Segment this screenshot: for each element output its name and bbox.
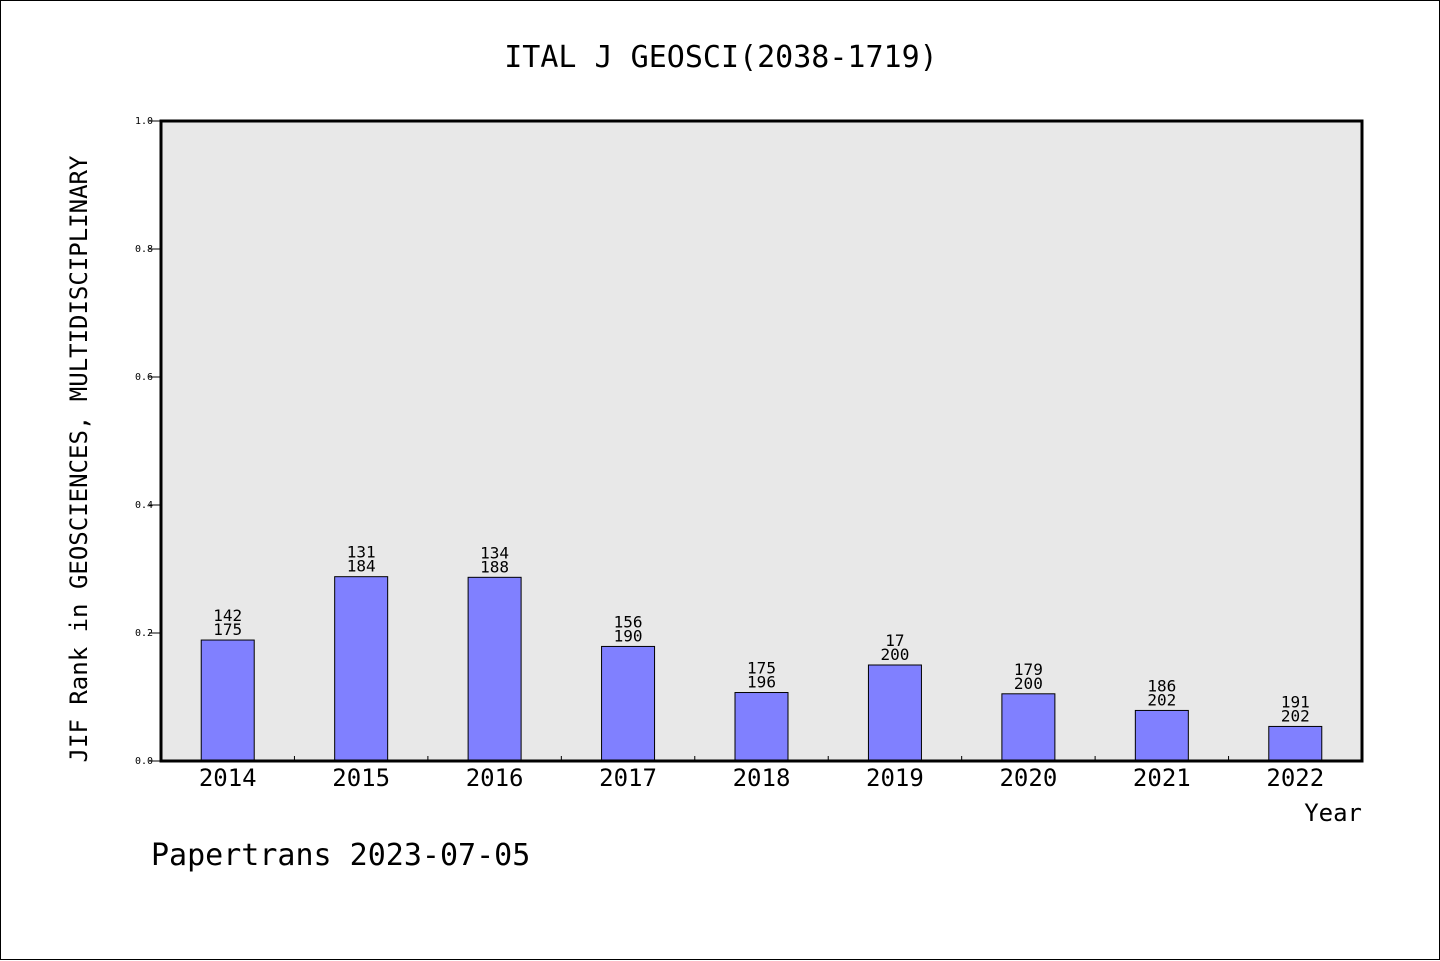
bar-2019 — [867, 664, 922, 762]
total-label-2021: 202 — [1147, 690, 1176, 709]
x-tick-label-2014: 2014 — [199, 764, 257, 792]
y-tick-label: 0.2 — [135, 628, 153, 639]
total-label-2017: 190 — [614, 626, 643, 645]
bar-2016 — [467, 576, 522, 762]
x-tick-label-2018: 2018 — [733, 764, 791, 792]
total-label-2018: 196 — [747, 673, 776, 692]
y-axis-label: JIF Rank in GEOSCIENCES, MULTIDISCIPLINA… — [65, 155, 93, 762]
total-label-2020: 200 — [1014, 674, 1043, 693]
x-tick-label-2022: 2022 — [1266, 764, 1324, 792]
total-label-2022: 202 — [1281, 706, 1310, 725]
x-tick-label-2015: 2015 — [332, 764, 390, 792]
y-tick-label: 0.0 — [135, 756, 153, 767]
bar-2021 — [1134, 709, 1189, 762]
rank-label-2015: 131 — [347, 543, 376, 562]
plot-border — [159, 119, 1364, 763]
rank-label-2017: 156 — [614, 612, 643, 631]
total-label-2016: 188 — [480, 557, 509, 576]
y-tick-label: 0.6 — [135, 372, 153, 383]
footer-date: Papertrans 2023-07-05 — [151, 838, 530, 873]
x-axis-label: Year — [1304, 799, 1362, 827]
y-axis: 0.0 0.2 0.4 0.6 0.8 1.0 — [135, 116, 161, 767]
x-tick-label-2017: 2017 — [599, 764, 657, 792]
bar-2022 — [1268, 725, 1323, 762]
bar-2017 — [601, 645, 656, 762]
rank-label-2021: 186 — [1147, 676, 1176, 695]
rank-label-2022: 191 — [1281, 692, 1310, 711]
y-tick-label: 0.4 — [135, 500, 153, 511]
bar-2018 — [734, 692, 789, 762]
total-label-2015: 184 — [347, 557, 376, 576]
x-tick-label-2016: 2016 — [466, 764, 524, 792]
x-tick-label-2019: 2019 — [866, 764, 924, 792]
y-tick-label: 0.8 — [135, 244, 153, 255]
bar-2020 — [1001, 693, 1056, 762]
x-axis: 2014 2015 2016 2017 2018 2019 2020 2021 2022 — [199, 756, 1324, 792]
x-tick-label-2021: 2021 — [1133, 764, 1191, 792]
bar-2014 — [200, 639, 255, 762]
rank-label-2016: 134 — [480, 543, 509, 562]
rank-label-2020: 179 — [1014, 660, 1043, 679]
total-label-2014: 175 — [213, 620, 242, 639]
bars-group — [200, 576, 1323, 762]
total-label-2019: 200 — [880, 645, 909, 664]
rank-label-2018: 175 — [747, 659, 776, 678]
y-tick-label: 1.0 — [135, 116, 153, 127]
bar-2015 — [334, 576, 389, 762]
data-labels-group: 1421751311841341881561901751961720017920… — [213, 543, 1309, 726]
chart-title: ITAL J GEOSCI(2038-1719) — [504, 40, 937, 75]
rank-label-2014: 142 — [213, 606, 242, 625]
rank-label-2019: 17 — [885, 631, 904, 650]
x-tick-label-2020: 2020 — [999, 764, 1057, 792]
